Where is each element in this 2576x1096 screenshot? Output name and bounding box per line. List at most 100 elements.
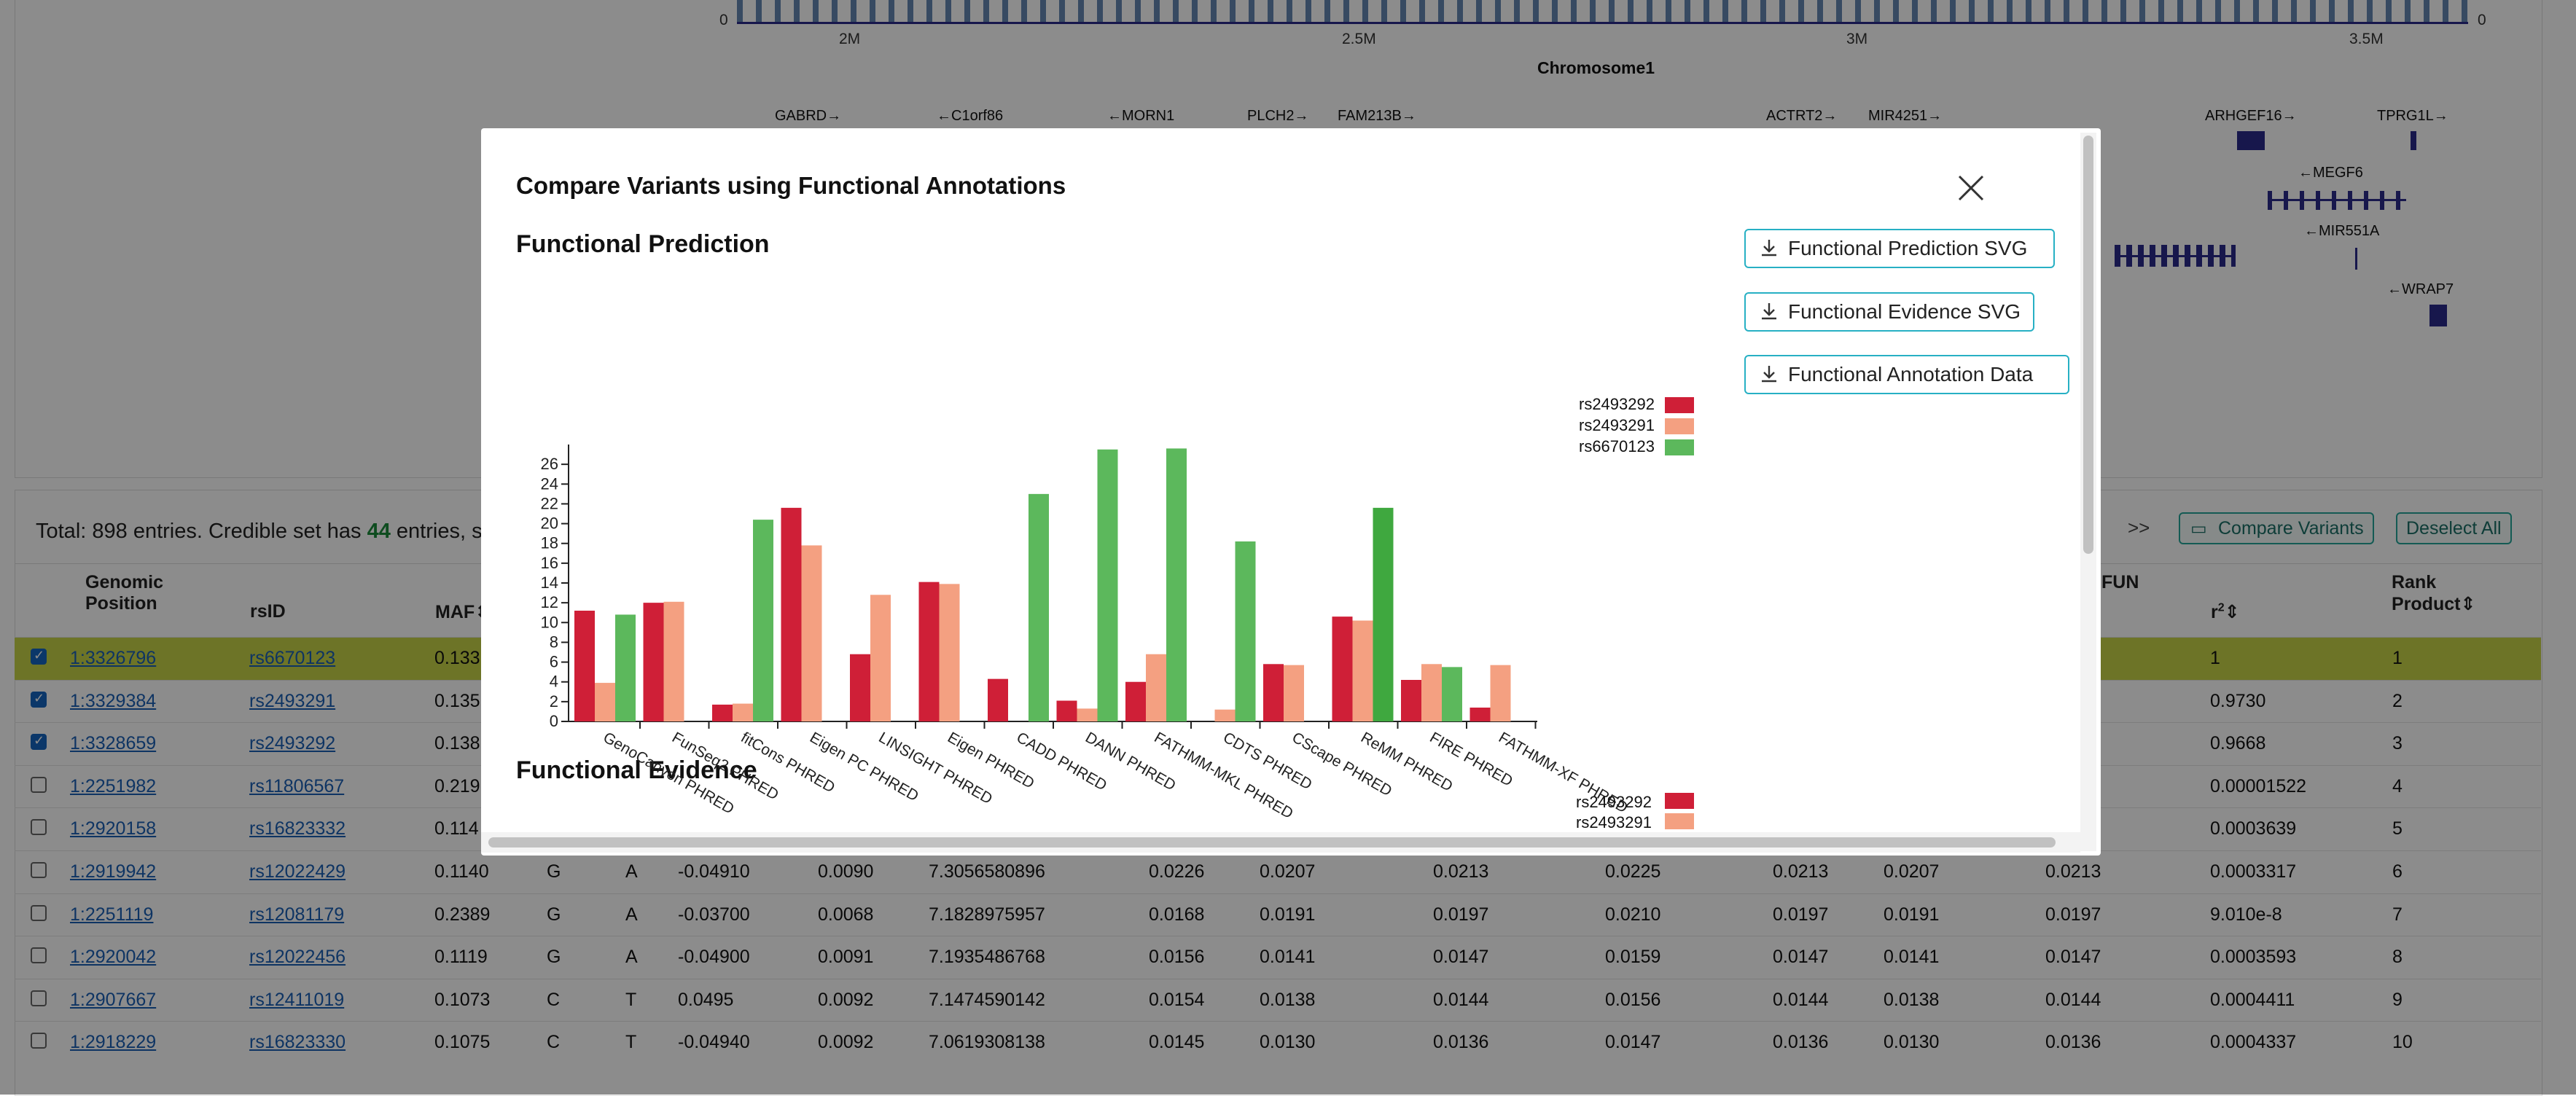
- download-prediction-svg-button[interactable]: Functional Prediction SVG: [1744, 229, 2055, 268]
- cell-rsid[interactable]: rs6670123: [249, 648, 336, 668]
- cell-c6: 0.0191: [1884, 904, 1940, 925]
- cell-se: 0.0092: [818, 989, 874, 1010]
- cell-rsid[interactable]: rs11806567: [249, 775, 345, 796]
- y-tick-label: 6: [550, 653, 558, 671]
- chromosome-label: Chromosome1: [1537, 58, 1655, 77]
- scatter-points: [737, 0, 2468, 22]
- cell-pos[interactable]: 1:3328659: [70, 733, 157, 754]
- vertical-scrollbar-thumb[interactable]: [2083, 136, 2093, 554]
- pager-next[interactable]: >>: [2128, 517, 2150, 539]
- cell-c2: 0.0207: [1260, 861, 1316, 882]
- cell-rsid[interactable]: rs16823332: [249, 818, 346, 839]
- y-tick-label: 20: [541, 514, 558, 533]
- download-evidence-svg-button[interactable]: Functional Evidence SVG: [1744, 292, 2034, 332]
- cell-r2: 0.9730: [2210, 690, 2266, 711]
- cell-alt: A: [625, 947, 638, 968]
- table-row[interactable]: 1:2918229 rs16823330 0.1075 C T -0.04940 0.009…: [15, 1021, 2541, 1064]
- cell-pos[interactable]: 1:2251982: [70, 775, 157, 796]
- cell-maf: 0.1119: [434, 947, 488, 968]
- deselect-all-button[interactable]: Deselect All: [2396, 512, 2512, 544]
- gene-label[interactable]: FAM213B→: [1338, 108, 1416, 124]
- gene-label[interactable]: ←C1orf86: [937, 108, 1004, 124]
- cell-rank: 8: [2392, 947, 2403, 968]
- cell-pos[interactable]: 1:3326796: [70, 648, 157, 668]
- table-row[interactable]: 1:2251119 rs12081179 0.2389 G A -0.03700 0.006…: [15, 893, 2541, 936]
- cell-rsid[interactable]: rs12411019: [249, 989, 345, 1010]
- bar-rs2493291: [1490, 665, 1511, 721]
- table-row[interactable]: 1:2907667 rs12411019 0.1073 C T 0.0495 0.0092 7…: [15, 978, 2541, 1022]
- cell-rsid[interactable]: rs16823330: [249, 1032, 346, 1053]
- legend-label: rs2493292: [1579, 395, 1655, 413]
- cell-pos[interactable]: 1:2920158: [70, 818, 157, 839]
- cell-rank: 3: [2392, 733, 2403, 754]
- cell-ref: G: [547, 947, 561, 968]
- row-checkbox[interactable]: [31, 990, 47, 1006]
- row-checkbox[interactable]: [31, 1033, 47, 1049]
- cell-beta: -0.03700: [678, 904, 750, 925]
- cell-pos[interactable]: 1:2919942: [70, 861, 157, 882]
- cell-pos[interactable]: 1:2920042: [70, 947, 157, 968]
- cell-rank: 9: [2392, 989, 2403, 1010]
- row-checkbox[interactable]: [31, 691, 47, 708]
- header-fun[interactable]: FUN: [2101, 572, 2139, 592]
- gene-track: [2115, 255, 2236, 257]
- row-checkbox[interactable]: [31, 733, 47, 751]
- gene-label[interactable]: ←WRAP7: [2387, 281, 2454, 297]
- cell-rsid[interactable]: rs12022429: [249, 861, 346, 882]
- cell-pos[interactable]: 1:2918229: [70, 1032, 157, 1053]
- cell-rsid[interactable]: rs12081179: [249, 904, 345, 925]
- cell-pos[interactable]: 1:2907667: [70, 989, 157, 1010]
- cell-maf: 0.135: [434, 690, 480, 711]
- gene-label[interactable]: ←MORN1: [1107, 108, 1175, 124]
- cell-rsid[interactable]: rs2493292: [249, 733, 336, 754]
- cell-pos[interactable]: 1:2251119: [70, 904, 154, 925]
- legend-label: rs6670123: [1579, 437, 1655, 455]
- gene-label[interactable]: TPRG1L→: [2377, 108, 2448, 124]
- cell-c2: 0.0130: [1260, 1032, 1316, 1053]
- table-row[interactable]: 1:2920042 rs12022456 0.1119 G A -0.04900 0.009…: [15, 936, 2541, 979]
- cell-r2: 0.0003317: [2210, 861, 2297, 882]
- cell-r2: 1: [2210, 648, 2220, 668]
- legend-label: rs2493292: [1576, 793, 1652, 811]
- header-rank-product[interactable]: Rank Product⇕: [2392, 572, 2476, 614]
- download-prediction-svg-label: Functional Prediction SVG: [1788, 237, 2028, 259]
- gene-label[interactable]: ARHGEF16→: [2205, 108, 2297, 124]
- download-evidence-svg-label: Functional Evidence SVG: [1788, 300, 2021, 323]
- header-rsid[interactable]: rsID: [250, 601, 286, 622]
- row-checkbox[interactable]: [31, 862, 47, 878]
- table-row[interactable]: 1:3329384 rs2493291 0.135 0.9730 2: [15, 679, 2541, 723]
- cell-rank: 5: [2392, 818, 2403, 839]
- cell-pos[interactable]: 1:3329384: [70, 690, 157, 711]
- horizontal-scrollbar-thumb[interactable]: [488, 837, 2056, 848]
- bar-rs2493292: [988, 678, 1008, 721]
- axis-tick-label: 3M: [1846, 31, 1868, 47]
- gene-label[interactable]: ACTRT2→: [1766, 108, 1838, 124]
- gene-label[interactable]: MIR4251→: [1868, 108, 1943, 124]
- cell-rsid[interactable]: rs2493291: [249, 690, 336, 711]
- row-checkbox[interactable]: [31, 648, 47, 665]
- gene-label[interactable]: PLCH2→: [1247, 108, 1309, 124]
- close-icon[interactable]: [1956, 173, 1986, 203]
- header-r2[interactable]: r2⇕: [2211, 601, 2240, 622]
- bar-rs2493292: [918, 582, 940, 721]
- cell-rank: 10: [2392, 1032, 2413, 1053]
- download-annotation-data-button[interactable]: Functional Annotation Data: [1744, 355, 2069, 394]
- bar-rs6670123: [1442, 667, 1462, 721]
- cell-rsid[interactable]: rs12022456: [249, 947, 346, 968]
- compare-variants-button[interactable]: ▭ Compare Variants: [2179, 512, 2374, 544]
- axis-tick-label: 2M: [839, 31, 861, 47]
- cell-rank: 1: [2392, 648, 2403, 668]
- row-checkbox[interactable]: [31, 904, 47, 921]
- row-checkbox[interactable]: [31, 947, 47, 964]
- row-checkbox[interactable]: [31, 819, 47, 836]
- download-icon: [1762, 366, 1776, 383]
- gene-label[interactable]: GABRD→: [775, 108, 842, 124]
- gene-label[interactable]: ←MIR551A: [2304, 223, 2380, 239]
- header-position[interactable]: Genomic Position: [85, 572, 163, 614]
- cell-c7: 0.0136: [2045, 1032, 2101, 1053]
- row-checkbox[interactable]: [31, 776, 47, 793]
- y-tick-label: 26: [541, 455, 558, 473]
- bar-rs2493291: [1146, 654, 1166, 721]
- cell-r2: 9.010e-8: [2210, 904, 2282, 925]
- gene-label[interactable]: ←MEGF6: [2298, 165, 2363, 181]
